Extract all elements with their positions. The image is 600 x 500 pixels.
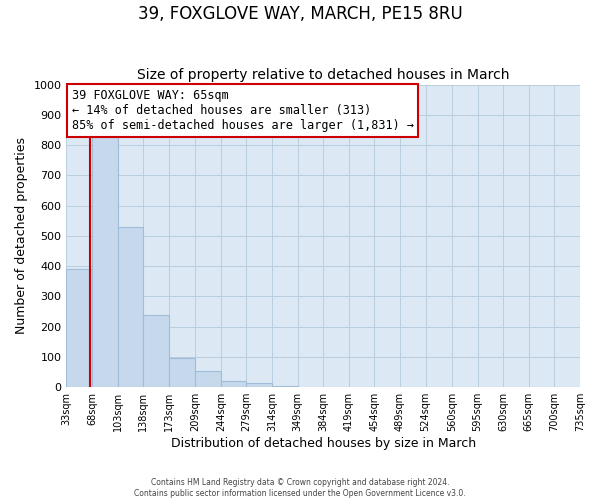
Bar	[272, 386, 298, 387]
Bar	[169, 358, 195, 387]
Bar	[195, 372, 221, 387]
Text: 39, FOXGLOVE WAY, MARCH, PE15 8RU: 39, FOXGLOVE WAY, MARCH, PE15 8RU	[137, 5, 463, 23]
X-axis label: Distribution of detached houses by size in March: Distribution of detached houses by size …	[170, 437, 476, 450]
Bar	[92, 136, 118, 387]
Y-axis label: Number of detached properties: Number of detached properties	[15, 138, 28, 334]
Bar	[247, 384, 272, 387]
Bar	[221, 381, 247, 387]
Title: Size of property relative to detached houses in March: Size of property relative to detached ho…	[137, 68, 509, 82]
Bar	[67, 269, 92, 387]
Text: 39 FOXGLOVE WAY: 65sqm
← 14% of detached houses are smaller (313)
85% of semi-de: 39 FOXGLOVE WAY: 65sqm ← 14% of detached…	[71, 89, 413, 132]
Bar	[143, 314, 169, 387]
Bar	[118, 227, 143, 387]
Text: Contains HM Land Registry data © Crown copyright and database right 2024.
Contai: Contains HM Land Registry data © Crown c…	[134, 478, 466, 498]
